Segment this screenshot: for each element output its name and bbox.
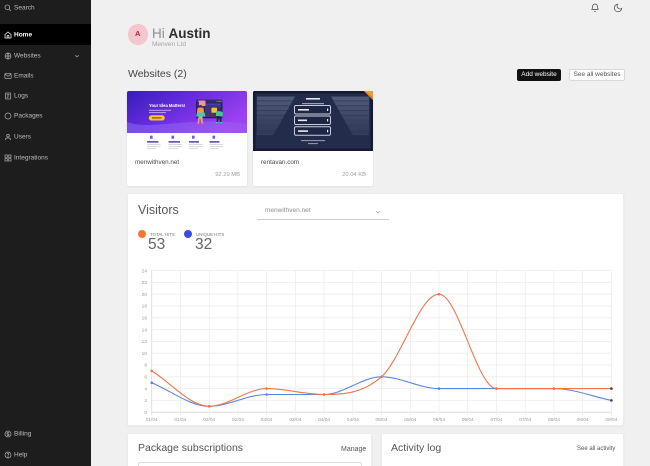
svg-text:Your Idea Matters!: Your Idea Matters!	[149, 103, 185, 108]
